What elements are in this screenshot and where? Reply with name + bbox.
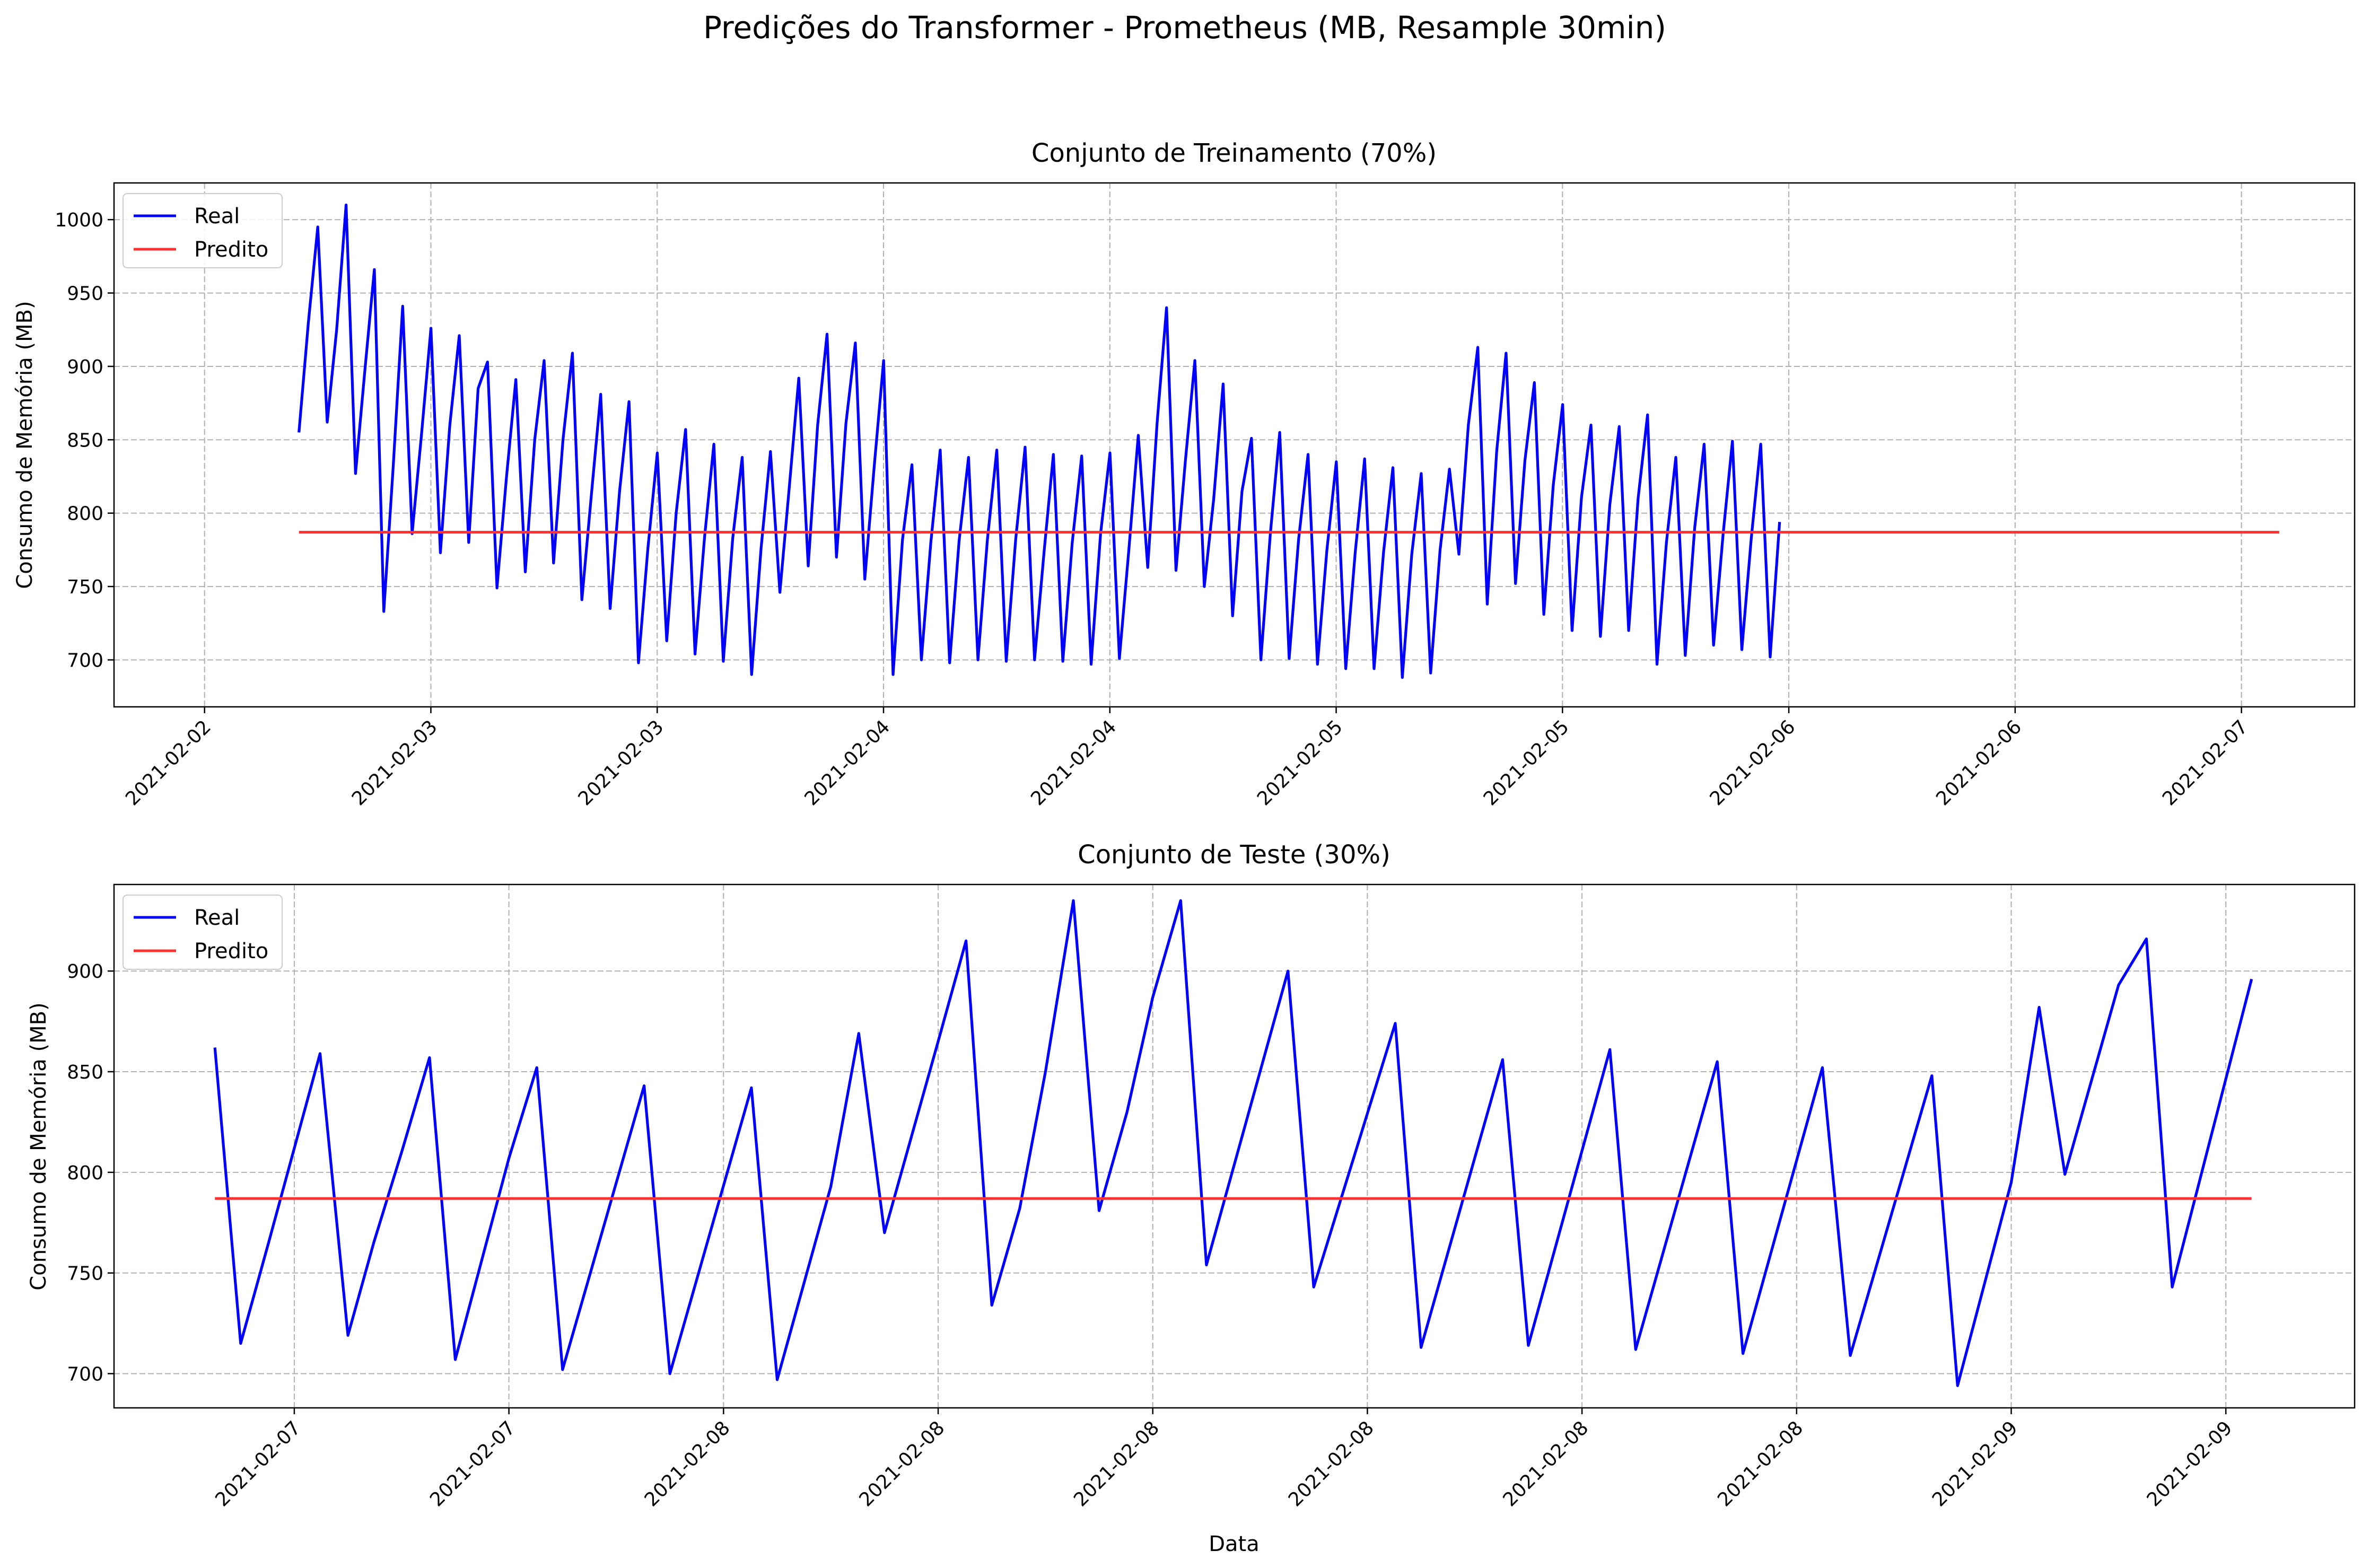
train-x-tick-label: 2021-02-05: [1480, 716, 1573, 810]
test-legend-predito-label: Predito: [194, 939, 268, 963]
train-y-axis-label: Consumo de Memória (MB): [13, 301, 37, 589]
train-x-tick-label: 2021-02-05: [1253, 716, 1347, 810]
train-legend: Real Predito: [123, 193, 283, 268]
test-axes-frame: [113, 883, 2356, 1409]
test-y-axis-label: Consumo de Memória (MB): [27, 1002, 51, 1290]
test-y-tick-label: 700: [67, 1363, 103, 1385]
test-title: Conjunto de Teste (30%): [1078, 840, 1390, 870]
train-x-ticks: 2021-02-02 2021-02-03 2021-02-03 2021-02-04…: [121, 707, 2252, 810]
test-series-real-line: [213, 899, 2253, 1387]
train-title: Conjunto de Treinamento (70%): [1031, 138, 1437, 168]
train-axes-frame: [113, 182, 2356, 708]
train-series-real-line: [298, 203, 1781, 679]
test-x-tick-label: 2021-02-08: [1499, 1417, 1593, 1511]
train-x-tick-label: 2021-02-03: [348, 716, 442, 810]
train-legend-real-label: Real: [194, 204, 240, 229]
train-x-tick-label: 2021-02-04: [800, 716, 894, 810]
test-y-tick-label: 800: [67, 1162, 103, 1184]
test-x-tick-label: 2021-02-09: [1928, 1417, 2022, 1511]
test-legend-real-label: Real: [194, 906, 240, 930]
test-y-ticks: 700 750 800 850 900: [67, 961, 114, 1385]
test-legend: Real Predito: [123, 895, 283, 970]
train-y-tick-label: 700: [67, 650, 103, 671]
test-x-tick-label: 2021-02-08: [1070, 1417, 1164, 1511]
train-x-tick-label: 2021-02-04: [1027, 716, 1121, 810]
test-plot-area: [114, 884, 2355, 1408]
train-legend-predito-label: Predito: [194, 238, 268, 262]
test-grid: [114, 884, 2355, 1408]
test-series-group: [213, 899, 2253, 1387]
train-x-tick-label: 2021-02-06: [1932, 716, 2026, 810]
test-x-tick-label: 2021-02-08: [1284, 1417, 1378, 1511]
test-y-tick-label: 900: [67, 961, 103, 983]
train-x-tick-label: 2021-02-03: [574, 716, 668, 810]
test-x-tick-label: 2021-02-08: [641, 1417, 734, 1511]
train-y-tick-label: 850: [67, 430, 103, 451]
test-x-tick-label: 2021-02-08: [1713, 1417, 1807, 1511]
test-y-tick-label: 750: [67, 1263, 103, 1285]
train-y-tick-label: 800: [67, 503, 103, 525]
train-grid: [114, 183, 2355, 707]
train-y-tick-label: 900: [67, 356, 103, 378]
train-x-tick-label: 2021-02-02: [121, 716, 215, 810]
train-plot-area: [114, 183, 2355, 707]
test-y-tick-label: 850: [67, 1062, 103, 1083]
test-x-axis-label: Data: [1209, 1532, 1260, 1556]
test-x-tick-label: 2021-02-09: [2143, 1417, 2237, 1511]
train-series-group: [298, 203, 2279, 679]
train-y-tick-label: 950: [67, 283, 103, 305]
train-y-tick-label: 750: [67, 576, 103, 598]
train-y-tick-label: 1000: [55, 209, 103, 231]
test-x-ticks: 2021-02-07 2021-02-07 2021-02-08 2021-02-08…: [211, 1408, 2237, 1511]
test-x-tick-label: 2021-02-07: [426, 1417, 520, 1511]
train-y-ticks: 700 750 800 850 900 950 1000: [55, 209, 114, 671]
figure-suptitle: Predições do Transformer - Prometheus (M…: [703, 10, 1666, 46]
train-x-tick-label: 2021-02-06: [1706, 716, 1800, 810]
test-x-tick-label: 2021-02-07: [211, 1417, 305, 1511]
train-x-tick-label: 2021-02-07: [2158, 716, 2252, 810]
test-x-tick-label: 2021-02-08: [855, 1417, 949, 1511]
